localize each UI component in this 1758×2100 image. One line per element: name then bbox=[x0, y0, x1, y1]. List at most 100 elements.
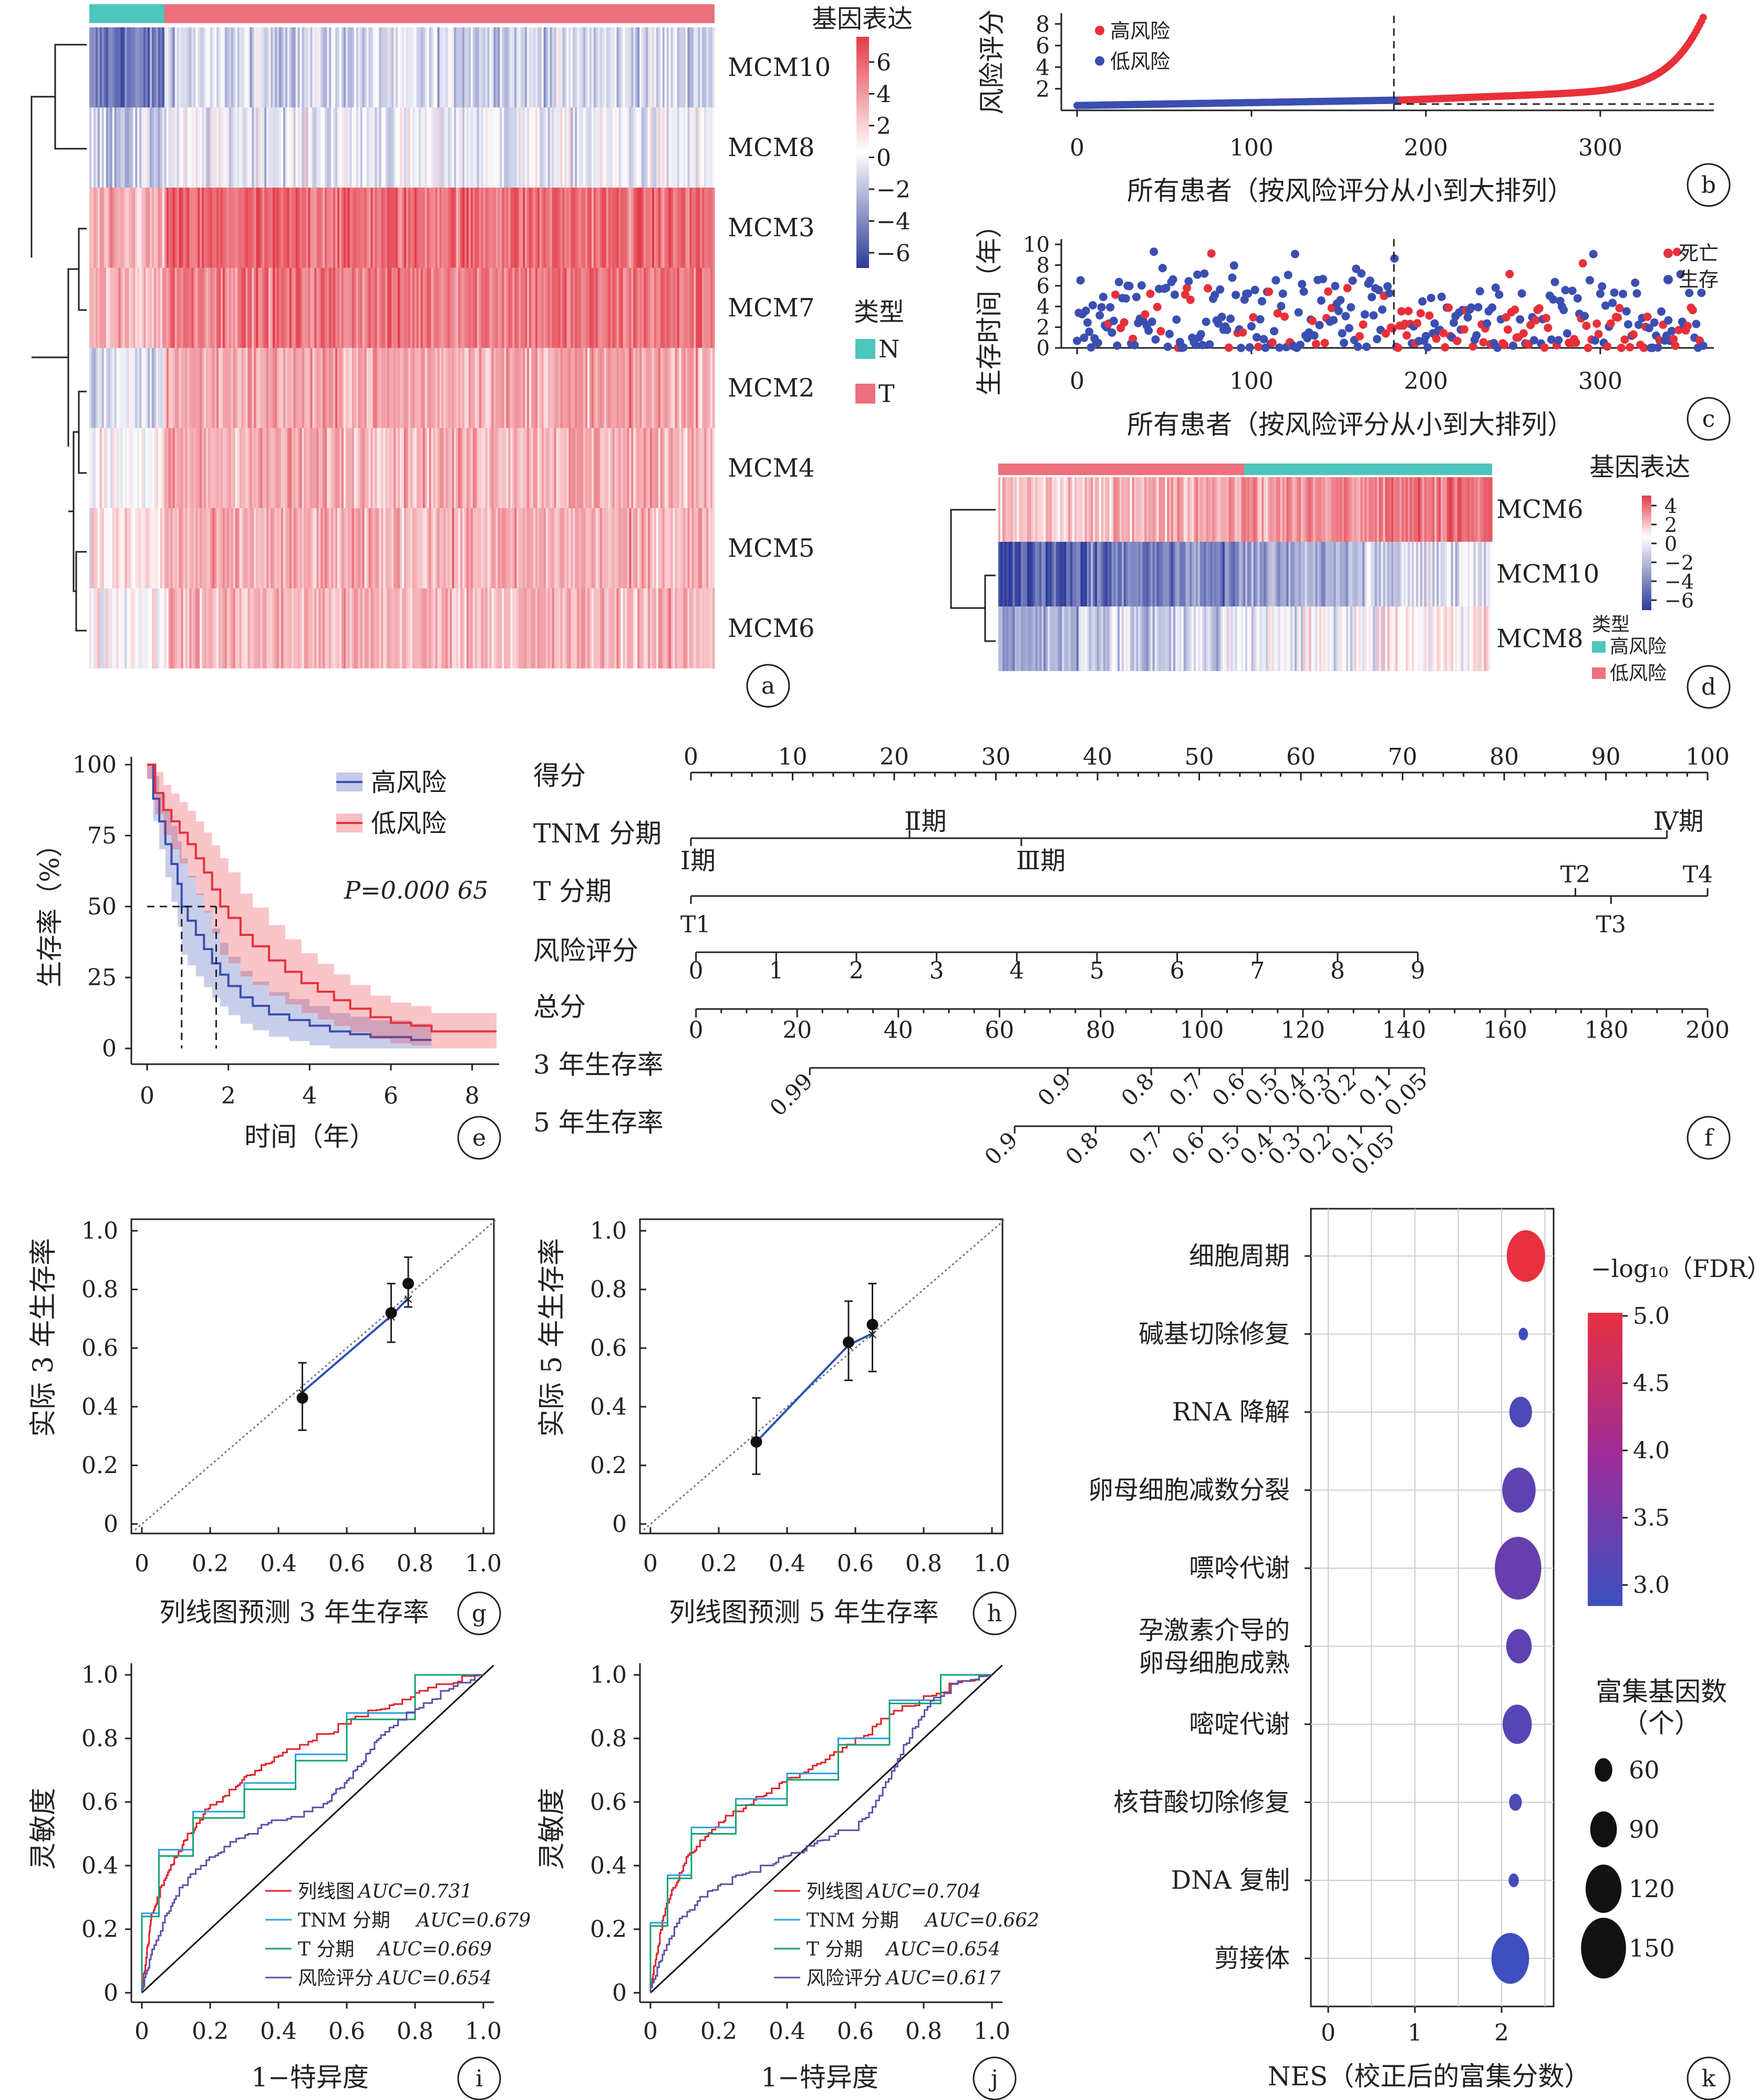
heat-cell bbox=[679, 107, 682, 188]
heat-cell bbox=[404, 508, 407, 589]
heat-cell bbox=[327, 27, 329, 108]
heat-cell bbox=[104, 267, 107, 348]
heat-cell bbox=[1064, 477, 1067, 542]
heat-cell bbox=[356, 107, 359, 188]
heat-cell bbox=[656, 348, 659, 428]
heat-cell bbox=[404, 107, 407, 188]
heat-cell bbox=[314, 188, 317, 268]
heat-cell bbox=[373, 348, 376, 428]
heat-cell bbox=[687, 267, 690, 348]
type-bar-low bbox=[1244, 464, 1492, 475]
alive-point bbox=[1229, 261, 1238, 270]
heat-cell bbox=[377, 27, 379, 108]
heat-cell bbox=[118, 588, 121, 668]
heat-cell bbox=[1093, 606, 1095, 671]
heat-cell bbox=[391, 27, 394, 108]
heat-cell bbox=[610, 348, 613, 428]
heat-cell bbox=[658, 267, 661, 348]
heat-cell bbox=[1202, 542, 1205, 606]
dead-point bbox=[1672, 248, 1681, 256]
heat-cell bbox=[118, 188, 121, 268]
heat-cell bbox=[625, 508, 627, 589]
heat-cell bbox=[1132, 606, 1135, 671]
heat-cell bbox=[694, 267, 696, 348]
heat-cell bbox=[164, 428, 167, 508]
heat-cell bbox=[1183, 606, 1186, 671]
heat-cell bbox=[623, 27, 626, 108]
heat-cell bbox=[531, 107, 534, 188]
heat-cell bbox=[1190, 542, 1192, 606]
heat-cell bbox=[618, 267, 622, 348]
heat-cell bbox=[1348, 542, 1351, 606]
heat-cell bbox=[683, 188, 686, 268]
heat-cell bbox=[245, 107, 249, 188]
heat-cell bbox=[491, 588, 494, 668]
heat-cell bbox=[185, 267, 188, 348]
panel-c-badge bbox=[1687, 397, 1731, 441]
heat-cell bbox=[168, 348, 171, 428]
heat-cell bbox=[314, 267, 317, 348]
heat-cell bbox=[189, 588, 192, 668]
heat-cell bbox=[160, 188, 163, 268]
heat-cell bbox=[519, 508, 521, 589]
heat-cell bbox=[1377, 477, 1380, 542]
heat-cell bbox=[285, 508, 288, 589]
heat-cell bbox=[354, 588, 357, 668]
heat-cell bbox=[1152, 606, 1155, 671]
heat-cell bbox=[1484, 606, 1486, 671]
heat-cell bbox=[644, 508, 646, 589]
dead-point bbox=[1453, 336, 1462, 345]
alive-point bbox=[1196, 330, 1205, 338]
heat-cell bbox=[1173, 542, 1176, 606]
heat-cell bbox=[437, 188, 440, 268]
x-tick-label: 200 bbox=[1404, 135, 1448, 161]
pathway-label: 核苷酸切除修复 bbox=[1113, 1788, 1290, 1817]
heat-cell bbox=[537, 428, 540, 508]
tstage-label: T3 bbox=[1596, 911, 1626, 938]
heat-cell bbox=[1175, 606, 1178, 671]
heat-cell bbox=[1134, 542, 1137, 606]
heat-cell bbox=[268, 508, 271, 589]
alive-point bbox=[1097, 303, 1106, 312]
heat-cell bbox=[254, 588, 256, 668]
heat-cell bbox=[502, 107, 504, 188]
heat-cell bbox=[644, 588, 646, 668]
heat-cell bbox=[1317, 542, 1320, 606]
heat-cell bbox=[577, 508, 580, 589]
heat-cell bbox=[1241, 542, 1244, 606]
heat-cell bbox=[472, 508, 475, 589]
heat-cell bbox=[1436, 477, 1439, 542]
heat-cell bbox=[1446, 606, 1450, 671]
heat-cell bbox=[1276, 477, 1279, 542]
heat-cell bbox=[1422, 542, 1425, 606]
pathway-dots bbox=[1491, 1230, 1545, 1984]
heat-cell bbox=[504, 508, 506, 589]
heat-cell bbox=[597, 508, 601, 589]
heat-cell bbox=[646, 188, 648, 268]
heat-cell bbox=[437, 348, 440, 428]
heat-cell bbox=[141, 348, 144, 428]
alive-point bbox=[1232, 291, 1240, 300]
heat-cell bbox=[229, 348, 232, 428]
heat-cell bbox=[529, 267, 532, 348]
heat-cell bbox=[235, 428, 238, 508]
heat-cell bbox=[252, 588, 254, 668]
heat-cell bbox=[1412, 606, 1414, 671]
heat-cell bbox=[639, 27, 642, 108]
heat-cell bbox=[237, 27, 240, 108]
heat-cell bbox=[166, 508, 169, 589]
alive-point bbox=[1202, 317, 1211, 326]
heat-cell bbox=[360, 107, 363, 188]
heat-cell bbox=[560, 27, 563, 108]
heat-cell bbox=[535, 588, 538, 668]
heat-cell bbox=[474, 588, 478, 668]
heat-cell bbox=[668, 188, 671, 268]
heat-cell bbox=[204, 188, 206, 268]
x-tick-label: 100 bbox=[1229, 135, 1274, 161]
heat-cell bbox=[612, 267, 615, 348]
heat-cell bbox=[101, 27, 105, 108]
heat-cell bbox=[1197, 477, 1201, 542]
heat-cell bbox=[264, 107, 267, 188]
y-tick-label: 0.6 bbox=[81, 1335, 118, 1362]
